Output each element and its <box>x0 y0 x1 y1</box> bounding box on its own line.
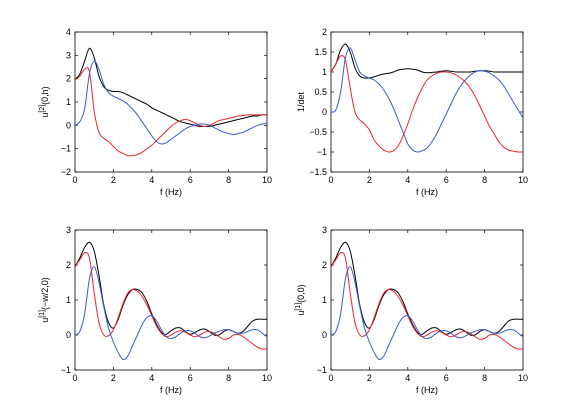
x-tick-label: 6 <box>444 175 449 185</box>
y-tick-label: 0 <box>322 330 327 340</box>
subplot-2: 0 2 4 6 8 10 −1.5 −1 −0.5 0 0.5 1 1.5 2 f (Hz) 1/det <box>296 27 528 197</box>
x-tick-label: 4 <box>405 373 410 383</box>
x-axis-label: f (Hz) <box>160 385 182 395</box>
subplot-1: 0 2 4 6 8 10 −2 −1 0 1 2 3 4 f (Hz) u[2](0,h) <box>39 27 272 197</box>
x-tick-label: 2 <box>111 175 116 185</box>
y-tick-label: 3 <box>66 50 71 60</box>
blue-curve <box>75 266 267 361</box>
x-tick-label: 10 <box>262 373 272 383</box>
x-axis-label: f (Hz) <box>416 385 438 395</box>
y-tick-label: 1.5 <box>314 47 327 57</box>
x-tick-label: 8 <box>482 373 487 383</box>
x-tick-label: 2 <box>367 175 372 185</box>
plot-area <box>74 229 268 371</box>
blue-curve <box>75 60 267 145</box>
x-tick-label: 4 <box>149 373 154 383</box>
y-axis-label-superscript: [1] <box>295 303 302 311</box>
y-axis-label-args: (0,h) <box>40 86 50 105</box>
y-tick-label: 0 <box>66 330 71 340</box>
y-axis-label-args: (−w/2,0) <box>40 277 50 310</box>
x-tick-label: 0 <box>72 373 77 383</box>
x-tick-label: 10 <box>518 373 528 383</box>
y-axis-label-superscript: [1] <box>39 310 46 318</box>
y-tick-label: 1 <box>322 67 327 77</box>
y-tick-label: 2 <box>322 260 327 270</box>
black-curve <box>331 43 523 79</box>
y-axis-label-base: 1/det <box>296 91 306 112</box>
y-tick-label: 0.5 <box>314 87 327 97</box>
y-tick-label: −1 <box>61 144 71 154</box>
red-curve <box>75 252 267 350</box>
y-tick-label: −1.5 <box>309 167 327 177</box>
x-tick-label: 2 <box>111 373 116 383</box>
x-tick-label: 0 <box>328 175 333 185</box>
x-axis-label: f (Hz) <box>416 187 438 197</box>
blue-curve <box>331 266 523 361</box>
y-axis-label-superscript: [2] <box>39 105 46 113</box>
y-tick-label: −0.5 <box>309 127 327 137</box>
y-tick-label: 2 <box>66 74 71 84</box>
plot-area <box>330 31 524 173</box>
x-tick-label: 6 <box>188 373 193 383</box>
x-tick-label: 4 <box>149 175 154 185</box>
y-tick-label: −1 <box>317 365 327 375</box>
x-axis-label: f (Hz) <box>160 187 182 197</box>
y-axis-label: 1/det <box>296 91 306 112</box>
plot-area <box>74 31 268 173</box>
y-tick-label: 3 <box>322 225 327 235</box>
y-tick-label: 1 <box>66 97 71 107</box>
x-tick-label: 8 <box>226 175 231 185</box>
y-axis-label-base: u <box>296 311 306 316</box>
x-tick-label: 6 <box>444 373 449 383</box>
y-axis-label: u[2](0,h) <box>39 86 50 117</box>
x-tick-label: 10 <box>518 175 528 185</box>
x-tick-label: 8 <box>482 175 487 185</box>
x-tick-label: 8 <box>226 373 231 383</box>
x-tick-label: 0 <box>72 175 77 185</box>
plot-area <box>330 229 524 371</box>
y-tick-label: 4 <box>66 27 71 37</box>
y-tick-label: 1 <box>66 295 71 305</box>
y-tick-label: 3 <box>66 225 71 235</box>
x-tick-label: 0 <box>328 373 333 383</box>
y-tick-label: −1 <box>61 365 71 375</box>
black-curve <box>75 47 267 128</box>
red-curve <box>75 67 267 157</box>
red-curve <box>331 55 523 153</box>
x-tick-label: 10 <box>262 175 272 185</box>
y-tick-label: −2 <box>61 167 71 177</box>
red-curve <box>331 252 523 350</box>
y-tick-label: 1 <box>322 295 327 305</box>
y-axis-label-base: u <box>40 318 50 323</box>
y-tick-label: 2 <box>322 27 327 37</box>
x-tick-label: 2 <box>367 373 372 383</box>
y-axis-label-args: (0,0) <box>296 284 306 303</box>
y-tick-label: 0 <box>322 107 327 117</box>
y-axis-label: u[1](−w/2,0) <box>39 277 50 323</box>
x-tick-label: 6 <box>188 175 193 185</box>
y-tick-label: 2 <box>66 260 71 270</box>
blue-curve <box>331 47 523 153</box>
y-tick-label: −1 <box>317 147 327 157</box>
y-tick-label: 0 <box>66 120 71 130</box>
y-axis-label: u[1](0,0) <box>295 284 306 315</box>
y-axis-label-base: u <box>40 113 50 118</box>
x-tick-label: 4 <box>405 175 410 185</box>
